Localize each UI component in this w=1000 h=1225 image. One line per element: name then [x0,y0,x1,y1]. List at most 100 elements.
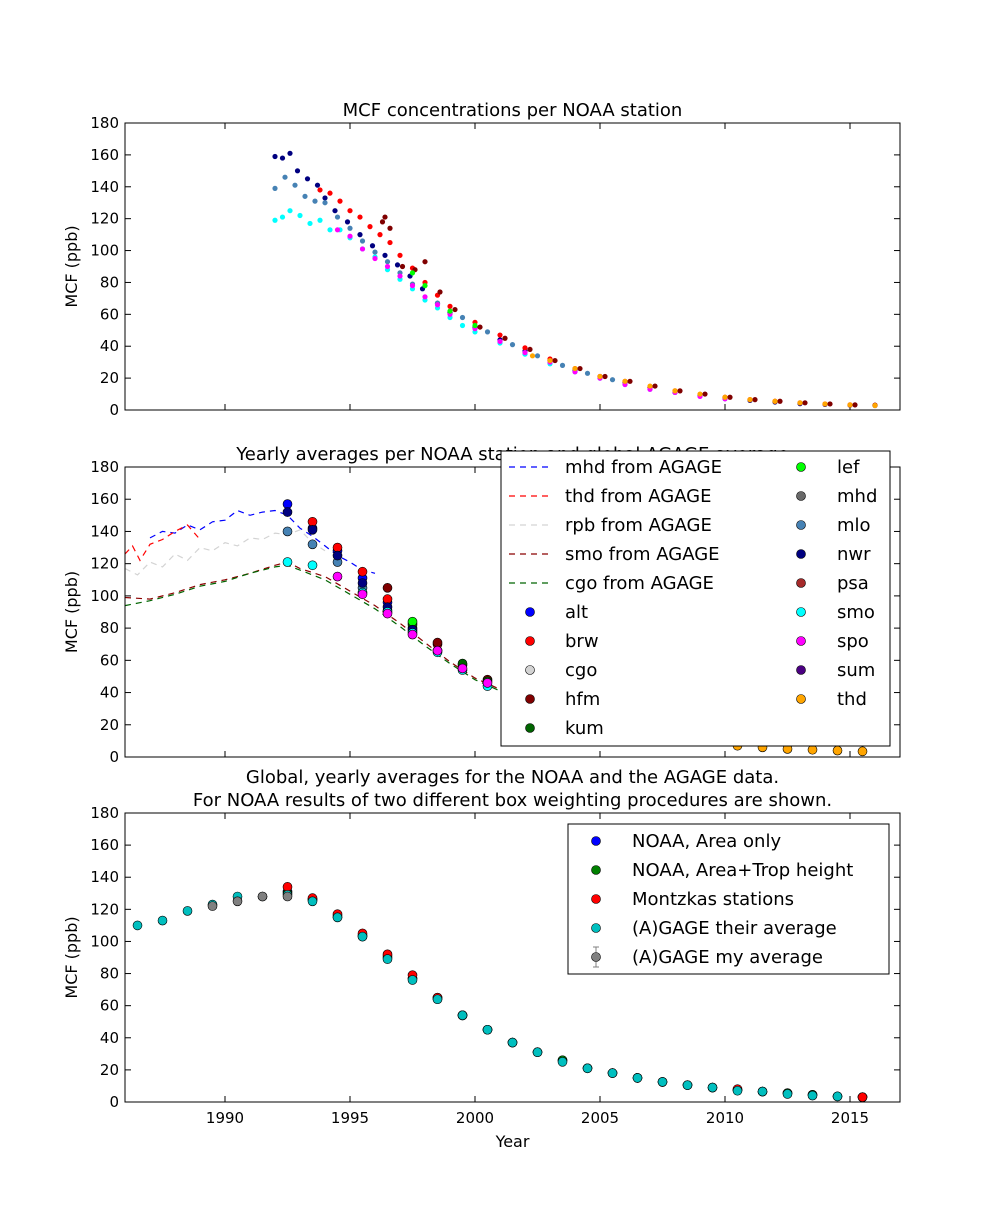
legend-label: cgo from AGAGE [565,573,714,594]
legend-label: kum [565,718,604,739]
data-point [387,239,393,246]
data-point [827,401,833,407]
data-point [272,185,278,191]
data-point-a-gage-their-average [757,1086,768,1097]
data-point-a-gage-their-average [632,1073,643,1083]
legend-label: mhd from AGAGE [565,457,722,478]
legend-marker-swatch [525,723,535,733]
data-point-mlo [307,539,318,550]
data-point [307,220,313,227]
y-tick-label: 100 [90,587,119,605]
data-point [484,329,491,335]
data-point [347,208,353,214]
data-point-a-gage-their-average [432,994,443,1005]
data-point [399,263,406,270]
data-point-mlo [282,526,293,537]
data-point [677,388,683,394]
data-point-brw [357,566,368,577]
data-point [334,214,341,220]
data-point [312,198,318,204]
data-point [317,217,323,223]
data-point-hfm [432,637,443,648]
legend-marker-swatch [796,520,806,530]
legend-label: psa [837,573,869,594]
data-point-a-gage-their-average [782,1089,793,1099]
data-point [577,365,583,372]
data-point [332,208,338,214]
data-point [497,332,503,338]
data-point [872,402,878,409]
y-tick-label: 180 [90,804,119,822]
data-point [314,182,321,188]
data-point [422,283,428,289]
legend-marker-swatch [796,694,806,704]
x-tick-label: 1995 [331,1109,369,1127]
data-point [497,338,503,345]
data-point-spo [357,589,368,600]
data-point [397,252,403,258]
data-point [502,335,508,341]
data-point-a-gage-their-average [532,1047,543,1058]
data-point [697,391,703,397]
data-point [822,401,828,407]
y-tick-label: 0 [109,1093,119,1111]
data-point-brw [332,542,343,553]
data-point-smo [307,560,318,571]
data-point-smo [282,557,293,567]
legend-marker-swatch [591,865,601,875]
data-point [447,303,453,309]
data-point-a-gage-their-average [457,1010,468,1021]
data-point [384,263,391,270]
data-point [747,397,753,403]
data-point [334,227,341,233]
data-point [459,314,466,321]
data-point [797,400,803,406]
plot-area [132,882,868,1102]
data-point [409,283,416,289]
data-point [382,214,388,220]
data-point [552,357,558,364]
data-point [529,353,536,359]
y-tick-label: 60 [100,305,119,323]
data-point-spo [382,608,393,619]
data-point [337,198,343,204]
y-tick-label: 160 [90,490,119,508]
data-point [527,346,533,353]
data-point [384,259,391,265]
y-tick-label: 120 [90,210,119,228]
data-point-thd [807,744,818,755]
x-axis-label: Year [495,1132,530,1151]
data-point [447,308,453,314]
data-point [772,398,778,404]
data-point-a-gage-my-average [207,901,218,911]
chart-subtitle: For NOAA results of two different box we… [193,790,832,811]
data-point-hfm [382,583,393,593]
data-point-a-gage-their-average [657,1077,668,1087]
y-tick-label: 0 [109,748,119,766]
legend-label: (A)GAGE my average [632,947,823,968]
data-point-thd [832,745,843,756]
panel-1-station-concentrations: MCF concentrations per NOAA station 0 20 40… [62,100,901,419]
data-point-montzkas-stations [282,882,293,892]
y-tick-label: 140 [90,522,119,540]
legend-label: smo from AGAGE [565,544,720,565]
data-point [372,249,378,255]
data-point [547,357,553,364]
data-point [372,255,378,262]
data-point-a-gage-my-average [282,891,293,902]
data-point [852,402,858,408]
data-point [572,365,578,372]
data-point [272,217,278,223]
data-point-a-gage-their-average [582,1063,593,1074]
data-point-spo [407,629,418,640]
data-point-spo [482,678,493,688]
data-point-a-gage-their-average [682,1080,693,1090]
data-point-spo [457,663,468,674]
series-line-rpb-from-agage [125,529,326,576]
data-point [357,232,363,238]
data-point-a-gage-their-average [807,1090,818,1101]
data-point [369,243,376,249]
data-point [522,350,528,356]
data-point [584,370,591,376]
legend-label: thd [837,689,867,710]
